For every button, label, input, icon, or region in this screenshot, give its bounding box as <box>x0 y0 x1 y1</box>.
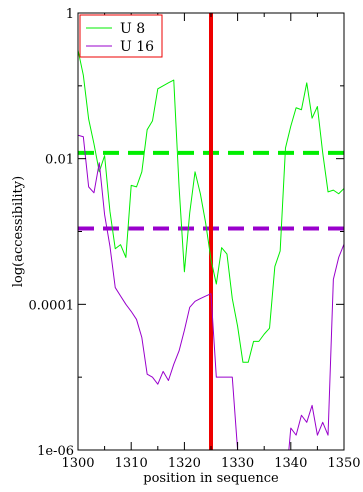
legend: U 8 U 16 <box>79 14 163 58</box>
x-tick-label: 1330 <box>221 456 254 471</box>
x-axis-label: position in sequence <box>143 471 279 486</box>
y-tick-label: 0.0001 <box>29 298 75 313</box>
legend-box <box>79 14 163 58</box>
axes-layer: 1300 1310 1320 1330 1340 1350 1 0.01 0.0001 1e-06… <box>11 7 361 486</box>
series-layer <box>78 49 344 450</box>
x-tick-label: 1350 <box>327 456 360 471</box>
x-tick-label: 1310 <box>115 456 148 471</box>
y-tick-label: 1e-06 <box>37 444 74 459</box>
x-tick-label: 1340 <box>274 456 307 471</box>
x-tick-label: 1300 <box>61 456 94 471</box>
y-tick-label: 1 <box>66 7 74 22</box>
legend-label: U 16 <box>120 39 154 55</box>
y-tick-label: 0.01 <box>45 153 74 168</box>
legend-label: U 8 <box>120 21 145 37</box>
series-line-u-16 <box>78 134 344 450</box>
series-line-u-8 <box>78 49 344 363</box>
reference-lines <box>78 13 344 450</box>
x-tick-label: 1320 <box>168 456 201 471</box>
y-axis-label: log(accessibility) <box>11 176 26 287</box>
